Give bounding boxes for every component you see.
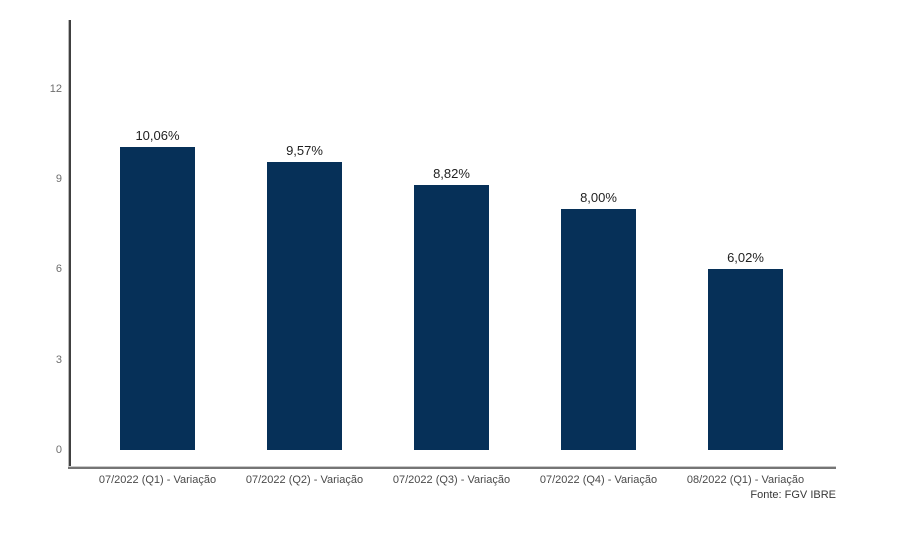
x-axis-label: 07/2022 (Q1) - Variação <box>98 474 217 486</box>
bar-value-label: 10,06% <box>135 128 180 143</box>
bar <box>267 162 342 450</box>
x-axis-label: 07/2022 (Q4) - Variação <box>539 474 658 486</box>
source-label: Fonte: FGV IBRE <box>750 489 836 501</box>
y-tick-label: 3 <box>55 353 62 366</box>
y-tick-label: 12 <box>49 82 62 95</box>
bar-value-label: 8,00% <box>580 190 617 205</box>
x-axis-label: 07/2022 (Q3) - Variação <box>392 474 511 486</box>
bar-value-label: 9,57% <box>286 143 323 158</box>
y-tick-label: 6 <box>55 263 62 276</box>
bar <box>120 147 195 450</box>
bar-value-label: 6,02% <box>727 250 764 265</box>
x-axis-line <box>68 466 836 469</box>
y-tick-label: 9 <box>55 173 62 186</box>
bar <box>708 269 783 450</box>
x-axis-label: 07/2022 (Q2) - Variação <box>245 474 364 486</box>
bar <box>414 185 489 450</box>
x-axis-label: 08/2022 (Q1) - Variação <box>686 474 805 486</box>
y-tick-label: 0 <box>55 444 62 456</box>
bar-value-label: 8,82% <box>433 166 470 181</box>
bar <box>561 209 636 450</box>
y-axis-line <box>68 20 71 468</box>
